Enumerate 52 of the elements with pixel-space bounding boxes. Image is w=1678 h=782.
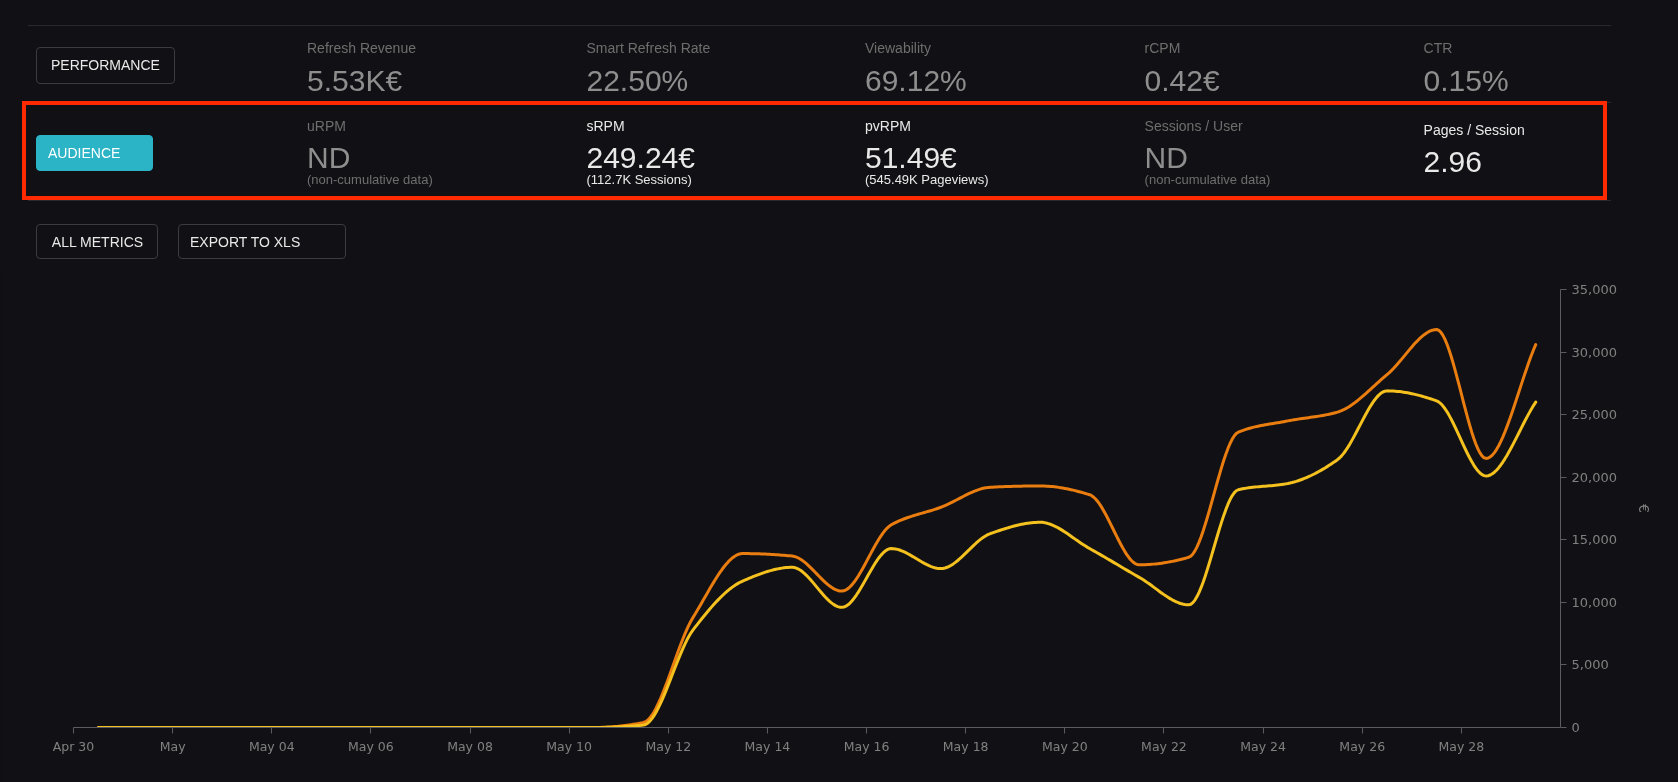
x-tick-label: May 20 <box>1041 738 1088 754</box>
text: ND <box>1144 139 1188 175</box>
button: ALL METRICS <box>36 224 159 259</box>
x-tick-label: May 08 <box>447 738 493 754</box>
text: pvRPM <box>865 117 911 136</box>
x-tick-label: Apr 30 <box>52 738 95 754</box>
y-tick-label: 5,000 <box>1571 657 1609 673</box>
text: Smart Refresh Rate <box>586 39 711 58</box>
y-tick-label: 15,000 <box>1571 532 1617 548</box>
text: 0.15% <box>1423 62 1509 99</box>
x-tick-label: May 18 <box>942 738 989 754</box>
button: EXPORT TO XLS <box>177 224 346 259</box>
text: 5.53K€ <box>307 62 403 99</box>
y-tick-label: 10,000 <box>1571 594 1617 610</box>
text: Sessions / User <box>1144 117 1243 136</box>
text: 22.50% <box>586 62 689 99</box>
text: sRPM <box>586 117 625 136</box>
x-tick-label: May 04 <box>248 738 295 754</box>
text: (non-cumulative data) <box>307 172 433 189</box>
y-tick-label: 30,000 <box>1571 344 1617 360</box>
y-tick-label: 20,000 <box>1571 469 1617 485</box>
y-tick-label: 35,000 <box>1571 282 1617 297</box>
x-tick-label: May 16 <box>843 738 890 754</box>
text: rCPM <box>1144 39 1181 58</box>
text: (545.49K Pageviews) <box>865 172 989 189</box>
x-tick-label: May 22 <box>1141 738 1187 754</box>
text: Pages / Session <box>1423 121 1525 140</box>
text: 69.12% <box>865 62 967 99</box>
y-tick-label: 25,000 <box>1571 407 1617 423</box>
x-tick-label: May 28 <box>1438 738 1485 754</box>
text: CTR <box>1423 39 1453 58</box>
text: 51.49€ <box>865 139 957 175</box>
text: Viewability <box>865 39 931 58</box>
x-tick-label: May 12 <box>645 738 692 754</box>
x-tick-label: May <box>159 738 187 754</box>
text: 0.42€ <box>1144 62 1220 99</box>
button: AUDIENCE <box>36 135 153 172</box>
y-tick-label: 0 <box>1571 720 1580 735</box>
x-tick-label: May 24 <box>1240 738 1287 754</box>
x-tick-label: May 10 <box>546 738 593 754</box>
x-tick-label: May 26 <box>1339 738 1386 754</box>
x-tick-label: May 06 <box>348 738 394 754</box>
text: uRPM <box>307 117 346 136</box>
text: 249.24€ <box>586 139 695 175</box>
text: 2.96 <box>1423 144 1482 180</box>
text: (112.7K Sessions) <box>586 172 692 189</box>
x-tick-label: May 14 <box>744 738 791 754</box>
text: (non-cumulative data) <box>1144 172 1271 189</box>
button: PERFORMANCE <box>36 47 175 84</box>
text: ND <box>307 139 351 175</box>
y-axis-title: € <box>1635 504 1652 513</box>
text: Refresh Revenue <box>307 39 416 58</box>
